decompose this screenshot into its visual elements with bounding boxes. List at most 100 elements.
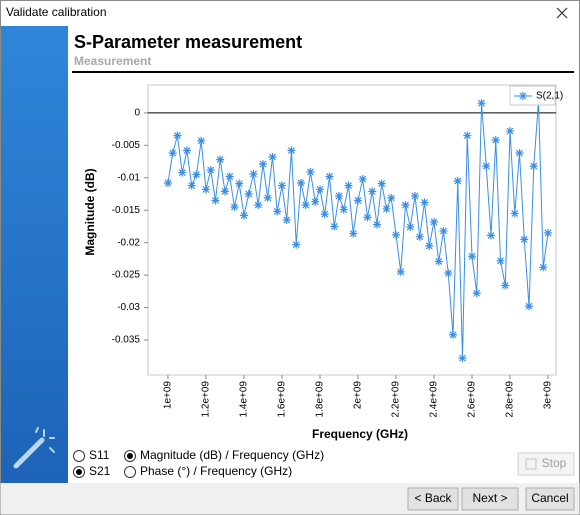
data-point — [544, 228, 553, 237]
data-point — [425, 241, 434, 250]
data-point — [501, 281, 510, 290]
data-point — [296, 178, 305, 187]
sidebar — [1, 26, 68, 483]
wand-icon — [13, 427, 55, 469]
data-point — [311, 197, 320, 206]
data-point — [520, 235, 529, 244]
window-title: Validate calibration — [6, 5, 107, 19]
data-point — [415, 232, 424, 241]
data-point — [225, 172, 234, 181]
data-point — [525, 302, 534, 311]
data-point — [306, 167, 315, 176]
data-point — [496, 256, 505, 265]
data-point — [320, 210, 329, 219]
radio-label[interactable]: S21 — [89, 464, 111, 478]
data-point — [506, 127, 515, 136]
data-point — [377, 179, 386, 188]
data-point — [178, 168, 187, 177]
data-point — [330, 222, 339, 231]
x-tick-label: 3e+09 — [543, 381, 554, 410]
legend-label: S(2,1) — [536, 91, 563, 102]
data-point — [239, 211, 248, 220]
data-point — [472, 289, 481, 298]
data-point — [458, 354, 467, 363]
button[interactable] — [407, 487, 459, 511]
data-point — [449, 330, 458, 339]
data-point — [401, 201, 410, 210]
data-point — [339, 205, 348, 214]
data-point — [487, 231, 496, 240]
data-point — [477, 99, 486, 108]
data-point — [258, 160, 267, 169]
data-point — [344, 181, 353, 190]
x-tick-label: 2e+09 — [353, 381, 364, 410]
x-tick-label: 1.8e+09 — [315, 381, 326, 418]
data-point — [211, 196, 220, 205]
button-label[interactable]: Cancel — [531, 491, 568, 505]
data-point — [510, 209, 519, 218]
data-point — [268, 153, 277, 162]
data-point — [391, 230, 400, 239]
data-point — [434, 257, 443, 266]
data-point — [382, 204, 391, 213]
data-point — [216, 155, 225, 164]
radio-button[interactable] — [73, 450, 85, 462]
x-tick-label: 2.2e+09 — [391, 381, 402, 418]
plot-area — [147, 84, 557, 376]
data-point — [206, 165, 215, 174]
y-tick-label: -0.01 — [117, 172, 140, 183]
radio-dot — [127, 453, 133, 459]
radio-label[interactable]: Magnitude (dB) / Frequency (GHz) — [140, 448, 324, 462]
radio-label[interactable]: S11 — [89, 448, 110, 462]
data-point — [439, 226, 448, 235]
data-point — [273, 207, 282, 216]
data-point — [201, 185, 210, 194]
y-tick-label: 0 — [134, 108, 140, 119]
x-axis-label: Frequency (GHz) — [312, 427, 408, 441]
data-point — [539, 263, 548, 272]
data-point — [287, 146, 296, 155]
data-point — [453, 177, 462, 186]
data-point — [244, 189, 253, 198]
data-point — [349, 229, 358, 238]
data-point — [277, 181, 286, 190]
data-point — [192, 170, 201, 179]
data-point — [187, 181, 196, 190]
data-point — [282, 215, 291, 224]
data-point — [387, 193, 396, 202]
stop-icon — [525, 458, 537, 470]
data-point — [173, 131, 182, 140]
button-label[interactable]: Next > — [472, 491, 507, 505]
button[interactable] — [525, 487, 575, 511]
button-label[interactable]: < Back — [414, 491, 452, 505]
radio-label[interactable]: Phase (°) / Frequency (GHz) — [140, 464, 292, 478]
y-tick-label: -0.005 — [112, 140, 141, 151]
x-tick-label: 2.6e+09 — [467, 381, 478, 418]
button[interactable] — [461, 487, 519, 511]
data-point — [372, 220, 381, 229]
radio-button[interactable] — [124, 466, 136, 478]
data-point — [515, 149, 524, 158]
page-subtitle: Measurement — [74, 54, 151, 68]
data-point — [263, 193, 272, 202]
data-point — [163, 178, 172, 187]
data-point — [420, 198, 429, 207]
data-point — [444, 269, 453, 278]
data-point — [334, 191, 343, 200]
data-point — [325, 172, 334, 181]
legend-marker — [519, 92, 527, 100]
data-point — [315, 185, 324, 194]
x-tick-label: 1.2e+09 — [201, 381, 212, 418]
y-axis-label: Magnitude (dB) — [83, 168, 97, 255]
data-point — [482, 162, 491, 171]
page-title: S-Parameter measurement — [74, 32, 302, 52]
data-point — [410, 191, 419, 200]
x-tick-label: 1e+09 — [163, 381, 174, 410]
data-point — [249, 169, 258, 178]
header-rule — [72, 71, 574, 73]
y-tick-label: -0.02 — [117, 237, 140, 248]
close-button[interactable] — [548, 2, 576, 24]
data-point — [301, 201, 310, 210]
y-tick-label: -0.015 — [112, 205, 141, 216]
